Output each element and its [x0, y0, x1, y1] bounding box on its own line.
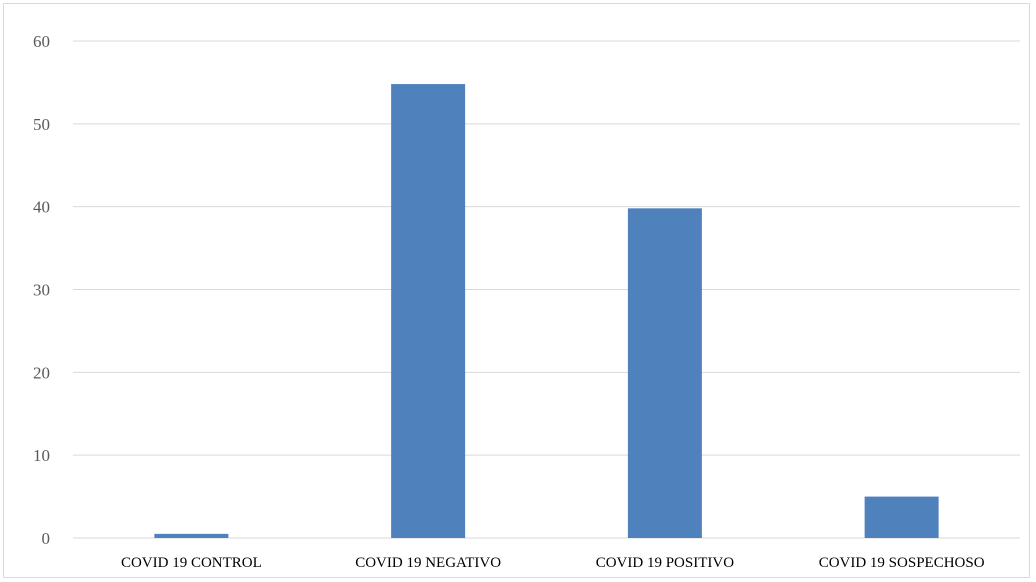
chart-frame: [3, 3, 1030, 578]
gridlines: [73, 40, 1020, 539]
x-category-label: COVID 19 SOSPECHOSO: [819, 555, 985, 571]
bar-2: [391, 84, 466, 538]
x-category-label: COVID 19 POSITIVO: [596, 555, 735, 571]
y-tick-label: 30: [33, 281, 50, 300]
x-category-label: COVID 19 CONTROL: [121, 555, 262, 571]
y-tick-label: 10: [33, 446, 50, 465]
y-tick-label: 20: [33, 363, 50, 382]
x-category-label: COVID 19 NEGATIVO: [355, 555, 501, 571]
bar-4: [864, 496, 939, 538]
bar-3: [627, 208, 702, 538]
bars: [154, 84, 939, 538]
y-tick-label: 40: [33, 198, 50, 217]
y-tick-label: 50: [33, 115, 50, 134]
y-tick-label: 0: [42, 529, 51, 548]
x-axis-labels: COVID 19 CONTROL COVID 19 NEGATIVO COVID 1…: [121, 555, 985, 571]
y-tick-label: 60: [33, 32, 50, 51]
bar-1: [154, 533, 229, 538]
y-axis-ticks: 0 10 20 30 40 50 60: [33, 32, 50, 548]
